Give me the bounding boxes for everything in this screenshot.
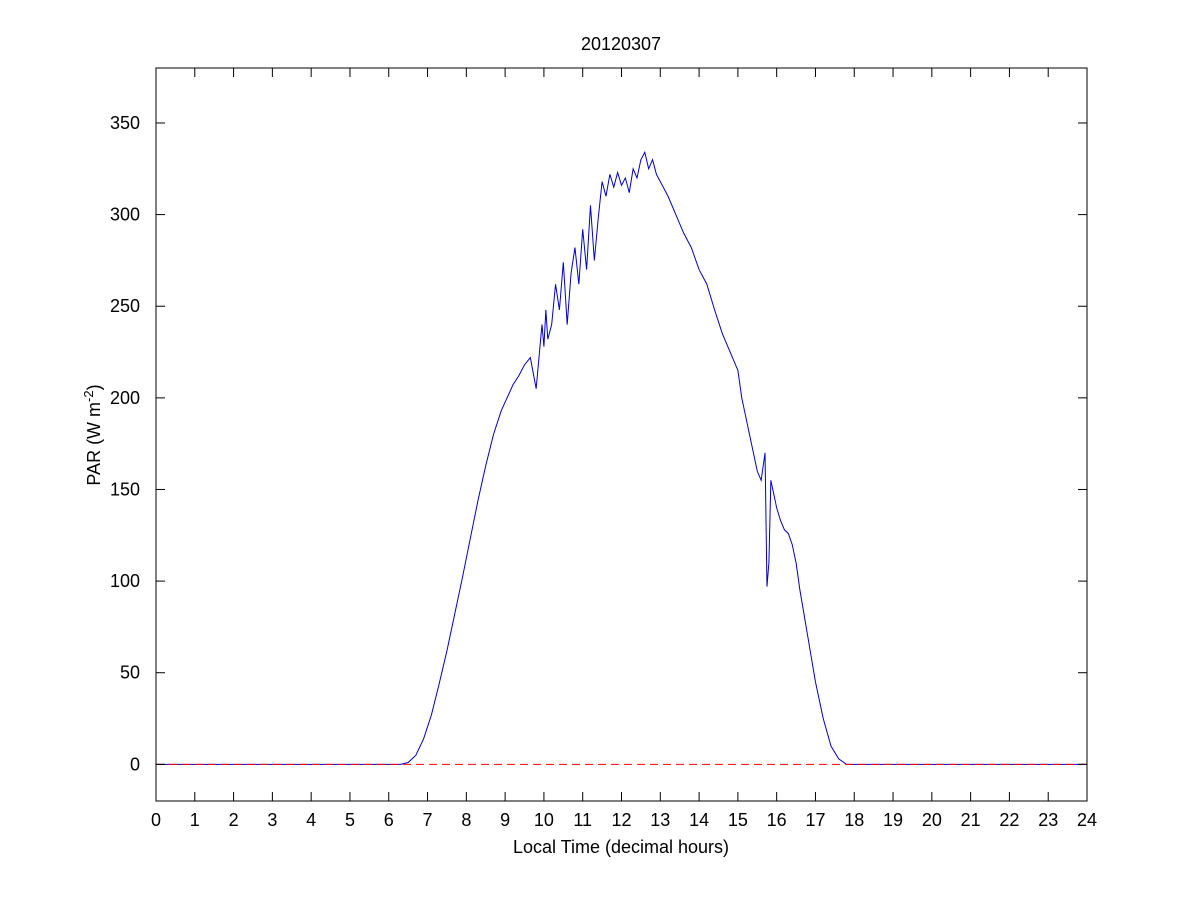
x-axis-ticks: 0 1 2 3 4 5 6 7 8 9 10 11 12 13 14 15 16 17 18 19 20 21 22 23 24 bbox=[151, 68, 1097, 830]
x-tick-label: 6 bbox=[384, 810, 394, 830]
x-tick-label: 16 bbox=[767, 810, 787, 830]
x-tick-label: 11 bbox=[573, 810, 592, 830]
x-tick-label: 19 bbox=[883, 810, 903, 830]
x-tick-label: 2 bbox=[229, 810, 239, 830]
x-tick-label: 18 bbox=[844, 810, 864, 830]
chart-title: 20120307 bbox=[581, 34, 661, 54]
series-par-line bbox=[156, 150, 1087, 765]
x-tick-label: 22 bbox=[999, 810, 1019, 830]
axes-box bbox=[155, 67, 1088, 802]
y-tick-label: 0 bbox=[130, 754, 140, 774]
x-tick-label: 7 bbox=[423, 810, 433, 830]
x-axis-label: Local Time (decimal hours) bbox=[513, 837, 729, 857]
x-tick-label: 13 bbox=[650, 810, 670, 830]
y-tick-label: 50 bbox=[120, 663, 140, 683]
x-tick-label: 0 bbox=[151, 810, 161, 830]
y-axis-ticks: 0 50 100 150 200 250 300 350 bbox=[110, 113, 1087, 774]
x-tick-label: 4 bbox=[306, 810, 316, 830]
y-tick-label: 100 bbox=[110, 571, 140, 591]
x-tick-label: 20 bbox=[922, 810, 942, 830]
y-tick-label: 250 bbox=[110, 296, 140, 316]
x-tick-label: 9 bbox=[500, 810, 510, 830]
x-tick-label: 17 bbox=[805, 810, 825, 830]
y-tick-label: 150 bbox=[110, 479, 140, 499]
x-tick-label: 5 bbox=[345, 810, 355, 830]
x-tick-label: 15 bbox=[728, 810, 748, 830]
y-axis-label-suffix: ) bbox=[84, 384, 104, 390]
y-axis-label: PAR (W m-2) bbox=[81, 384, 105, 485]
x-tick-label: 24 bbox=[1077, 810, 1097, 830]
y-axis-label-prefix: PAR (W m bbox=[84, 402, 104, 486]
plot-area bbox=[155, 67, 1088, 802]
x-tick-label: 10 bbox=[534, 810, 554, 830]
x-tick-label: 12 bbox=[611, 810, 631, 830]
x-tick-label: 3 bbox=[267, 810, 277, 830]
x-tick-label: 23 bbox=[1038, 810, 1058, 830]
x-tick-label: 8 bbox=[461, 810, 471, 830]
x-tick-label: 21 bbox=[961, 810, 981, 830]
y-tick-label: 300 bbox=[110, 205, 140, 225]
y-axis-label-superscript: -2 bbox=[81, 390, 96, 402]
y-tick-label: 200 bbox=[110, 388, 140, 408]
x-tick-label: 14 bbox=[689, 810, 709, 830]
y-tick-label: 350 bbox=[110, 113, 140, 133]
x-tick-label: 1 bbox=[190, 810, 200, 830]
